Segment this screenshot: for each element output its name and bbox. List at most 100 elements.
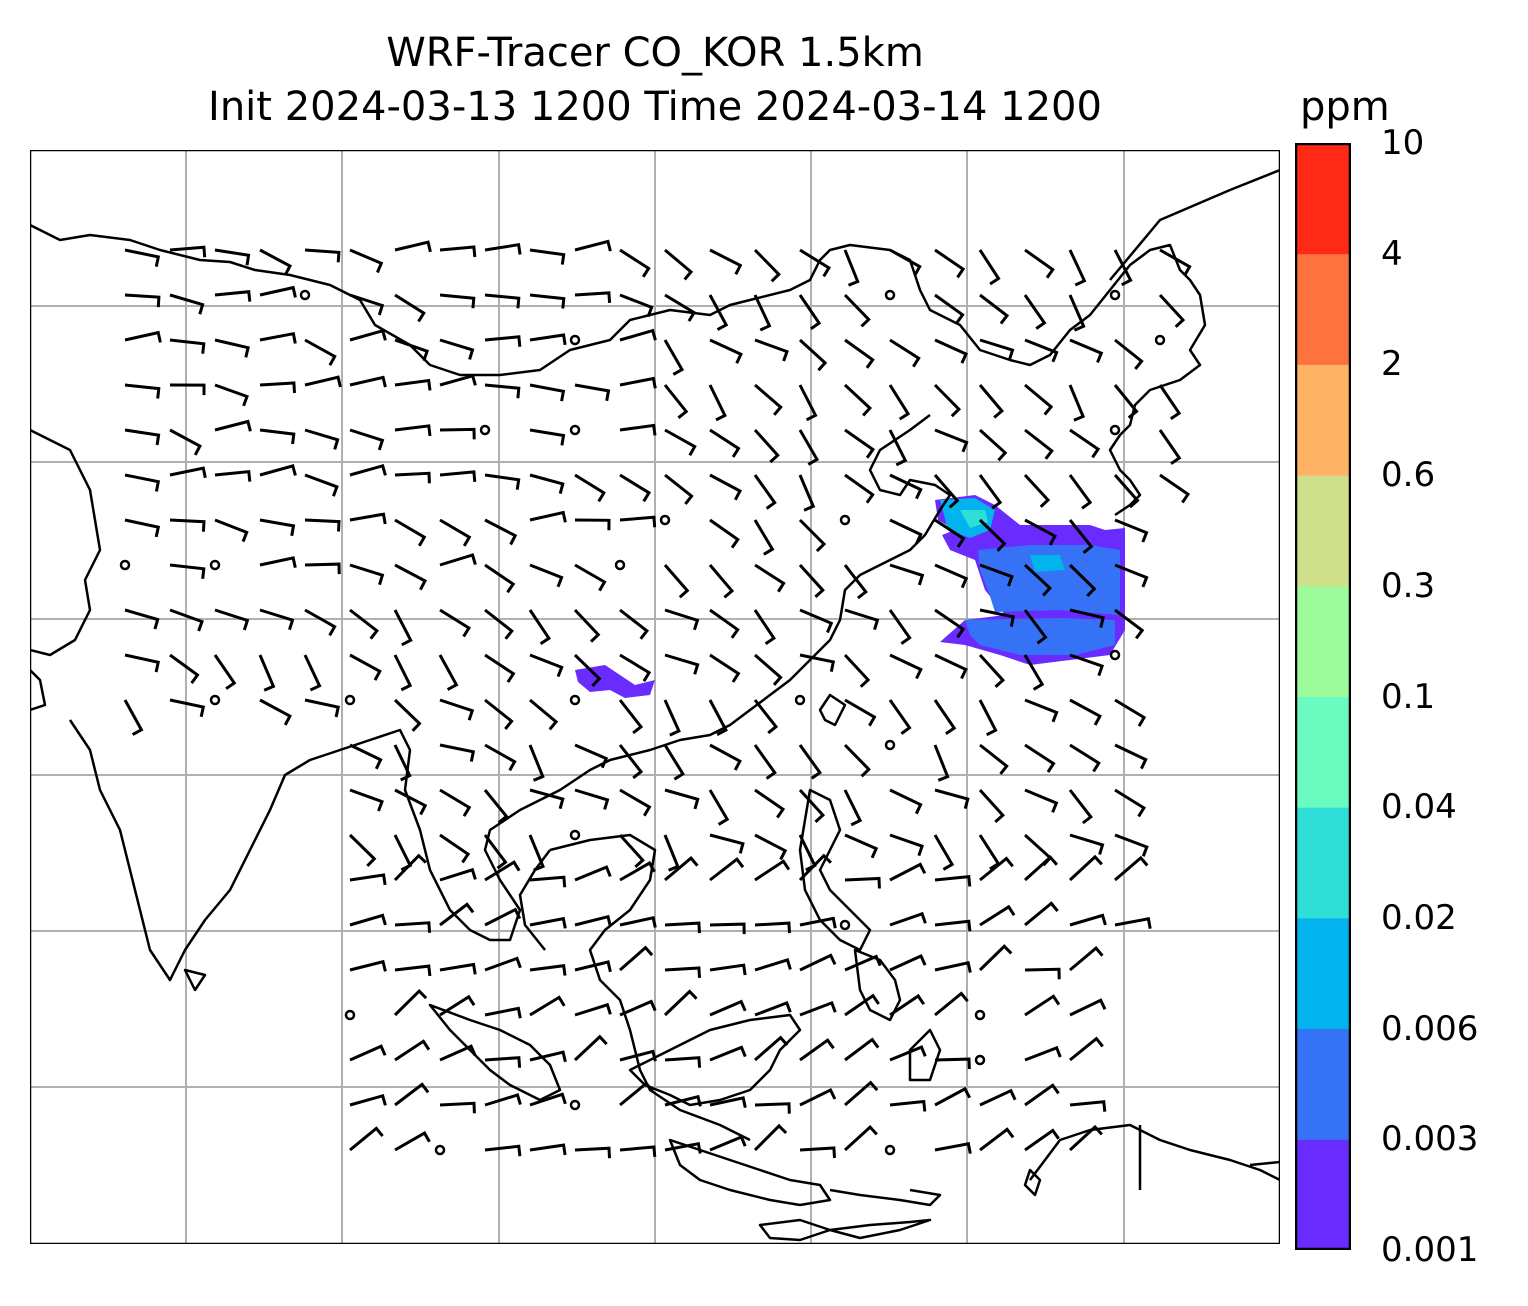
wind-barb: [979, 293, 1010, 325]
wind-barb: [1024, 994, 1061, 1017]
wind-barb: [214, 248, 251, 266]
wind-barb: [844, 473, 875, 504]
wind-barb: [934, 961, 972, 973]
calm-marker: [884, 1144, 896, 1156]
wind-barb: [798, 429, 820, 466]
wind-barb: [933, 383, 962, 418]
wind-barb: [349, 959, 387, 972]
wind-barb: [484, 1056, 522, 1068]
wind-barb: [394, 240, 432, 253]
wind-barb: [979, 856, 1014, 882]
wind-barb: [349, 248, 384, 274]
calm-marker: [659, 514, 671, 526]
wind-barb: [439, 1044, 477, 1062]
wind-barb: [349, 563, 385, 586]
wind-barb: [1024, 338, 1059, 363]
calm-marker: [1154, 334, 1166, 346]
wind-barb: [169, 563, 206, 579]
wind-barb: [888, 429, 908, 467]
wind-barb: [708, 294, 729, 331]
wind-barb: [574, 383, 611, 402]
wind-barb: [394, 471, 431, 484]
wind-barb: [934, 919, 972, 932]
wind-barb: [1069, 698, 1102, 726]
wind-barb: [799, 916, 837, 929]
colorbar-tick-label: 4: [1381, 233, 1403, 274]
wind-barb: [259, 518, 296, 537]
wind-barb: [934, 338, 968, 364]
plot-subtitle: Init 2024-03-13 1200 Time 2024-03-14 120…: [208, 84, 1102, 130]
colorbar-band: [1295, 917, 1351, 1030]
wind-barb: [394, 563, 428, 591]
wind-barb: [619, 653, 652, 682]
wind-barb: [123, 699, 144, 736]
wind-barb: [798, 853, 832, 882]
wind-barb: [349, 743, 383, 770]
wind-barb: [1113, 249, 1133, 287]
wind-barb: [934, 991, 969, 1017]
wind-barb: [574, 743, 609, 769]
wind-barb: [754, 653, 783, 686]
wind-barb: [484, 473, 521, 490]
wind-barb: [799, 608, 834, 634]
colorbar-band: [1295, 364, 1351, 476]
wind-barb: [664, 653, 700, 675]
wind-barb: [529, 964, 567, 976]
wind-barb: [844, 338, 875, 369]
wind-barb: [709, 473, 743, 501]
wind-barb: [843, 564, 868, 600]
wind-barb: [664, 966, 701, 978]
wind-barb: [484, 563, 516, 594]
calm-marker: [479, 424, 491, 436]
wind-barb: [529, 428, 566, 446]
wind-barb: [709, 653, 741, 683]
wind-barb: [394, 921, 432, 933]
wind-barb: [304, 608, 337, 637]
wind-barb: [619, 328, 657, 342]
wind-barb: [1069, 338, 1104, 363]
wind-barb: [349, 788, 384, 812]
wind-barb: [1024, 1045, 1062, 1062]
wind-barb: [484, 653, 516, 683]
wind-barb: [1024, 788, 1059, 813]
wind-barb: [393, 988, 428, 1017]
wind-barb: [439, 338, 475, 360]
colorbar-band: [1295, 696, 1351, 808]
wind-barb: [484, 698, 514, 730]
wind-barb: [303, 654, 322, 692]
wind-barb: [619, 999, 657, 1017]
wind-barb: [304, 698, 340, 718]
wind-barb: [664, 1141, 702, 1154]
calm-marker: [614, 559, 626, 571]
wind-barb: [484, 956, 522, 972]
wind-barb: [979, 608, 1016, 627]
wind-barb: [124, 293, 161, 308]
colorbar-band: [1295, 143, 1351, 255]
wind-barb: [934, 788, 970, 809]
wind-barb: [259, 428, 296, 445]
colorbar-tick-label: 0.3: [1381, 565, 1436, 606]
wind-barb: [979, 904, 1016, 927]
wind-barb: [574, 1002, 612, 1017]
wind-barb: [889, 248, 922, 277]
wind-barb: [528, 834, 545, 872]
wind-barb: [1068, 519, 1094, 554]
map-panel: [30, 150, 1280, 1244]
wind-barb: [574, 865, 612, 882]
wind-barb: [1024, 1128, 1060, 1152]
wind-barb: [933, 474, 960, 509]
wind-barb: [529, 563, 564, 588]
wind-barb: [979, 743, 1009, 775]
wind-barb: [1023, 563, 1053, 597]
wind-barb: [574, 473, 606, 503]
wind-barb: [888, 699, 912, 735]
wind-barb: [619, 1145, 657, 1158]
wind-barb: [214, 383, 249, 407]
wind-barb: [214, 338, 250, 358]
wind-barb: [439, 608, 471, 638]
wind-barb: [394, 1131, 431, 1152]
wind-barb: [169, 338, 206, 354]
wind-barb: [1069, 913, 1107, 927]
calm-marker: [569, 334, 581, 346]
